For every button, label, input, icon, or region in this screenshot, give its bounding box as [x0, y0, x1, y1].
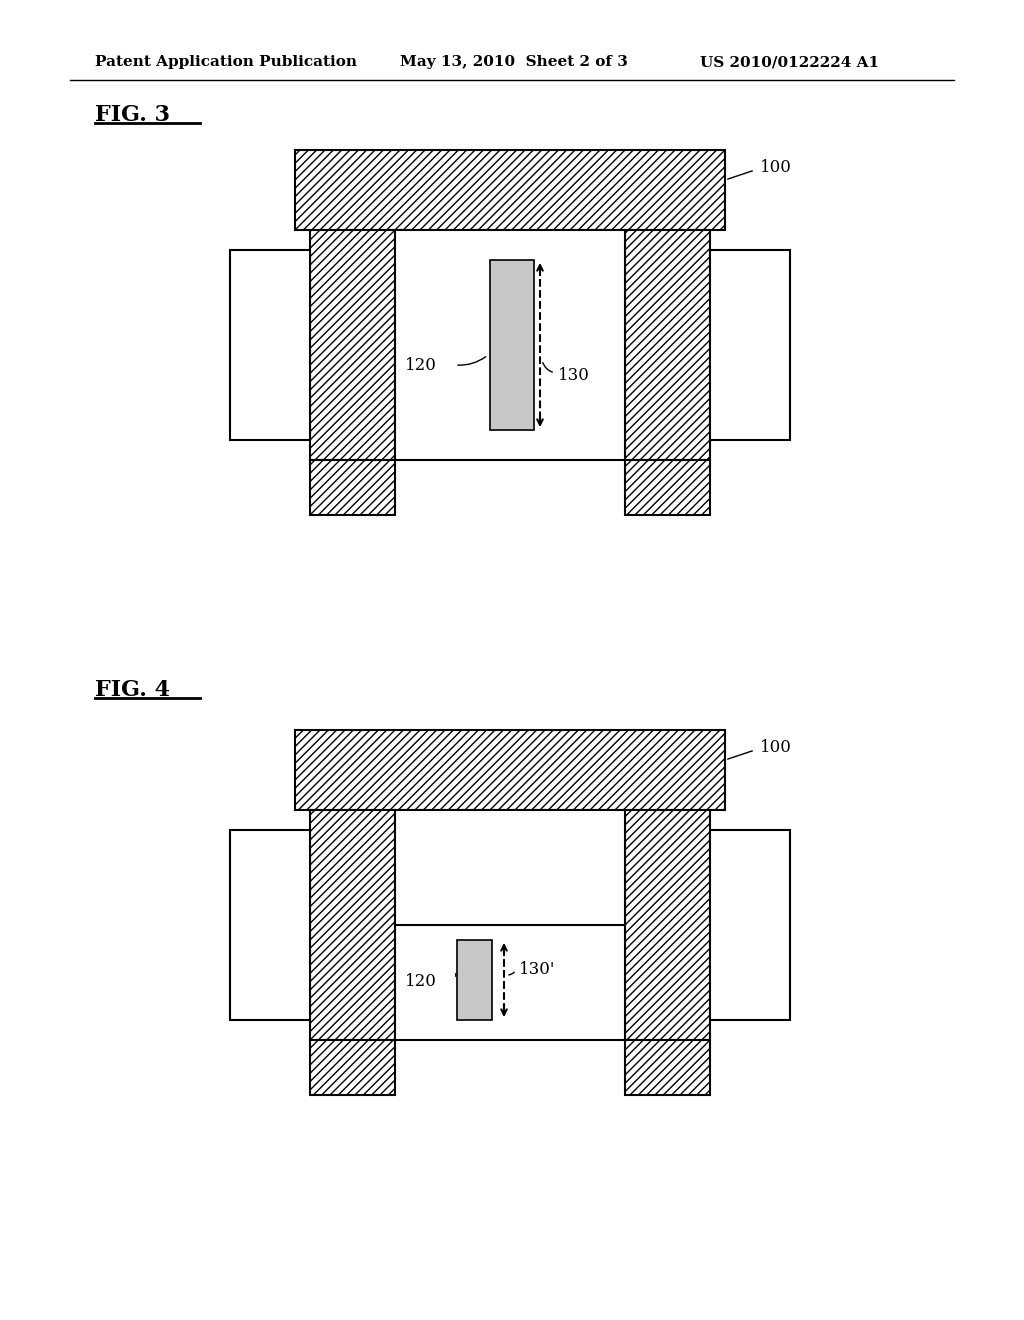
- Text: 120: 120: [406, 973, 437, 990]
- Bar: [310, 810, 395, 1040]
- Bar: [490, 260, 534, 430]
- Text: May 13, 2010  Sheet 2 of 3: May 13, 2010 Sheet 2 of 3: [400, 55, 628, 69]
- Bar: [710, 830, 790, 1020]
- Bar: [295, 150, 725, 230]
- Text: 120: 120: [406, 356, 437, 374]
- Bar: [625, 459, 710, 515]
- Text: US 2010/0122224 A1: US 2010/0122224 A1: [700, 55, 880, 69]
- Bar: [625, 230, 710, 459]
- Bar: [710, 249, 790, 440]
- Bar: [625, 810, 710, 1040]
- Bar: [230, 830, 310, 1020]
- Text: FIG. 4: FIG. 4: [95, 678, 170, 701]
- Text: Patent Application Publication: Patent Application Publication: [95, 55, 357, 69]
- Bar: [310, 459, 395, 515]
- Bar: [395, 230, 625, 459]
- Bar: [395, 810, 625, 1040]
- Text: 130': 130': [519, 961, 555, 978]
- Bar: [625, 1040, 710, 1096]
- Text: 130: 130: [558, 367, 590, 384]
- Bar: [230, 249, 310, 440]
- Text: 100: 100: [760, 739, 792, 756]
- Text: FIG. 3: FIG. 3: [95, 104, 170, 125]
- Text: 100: 100: [760, 160, 792, 177]
- Bar: [457, 940, 492, 1020]
- Bar: [310, 230, 395, 459]
- Bar: [295, 730, 725, 810]
- Bar: [310, 1040, 395, 1096]
